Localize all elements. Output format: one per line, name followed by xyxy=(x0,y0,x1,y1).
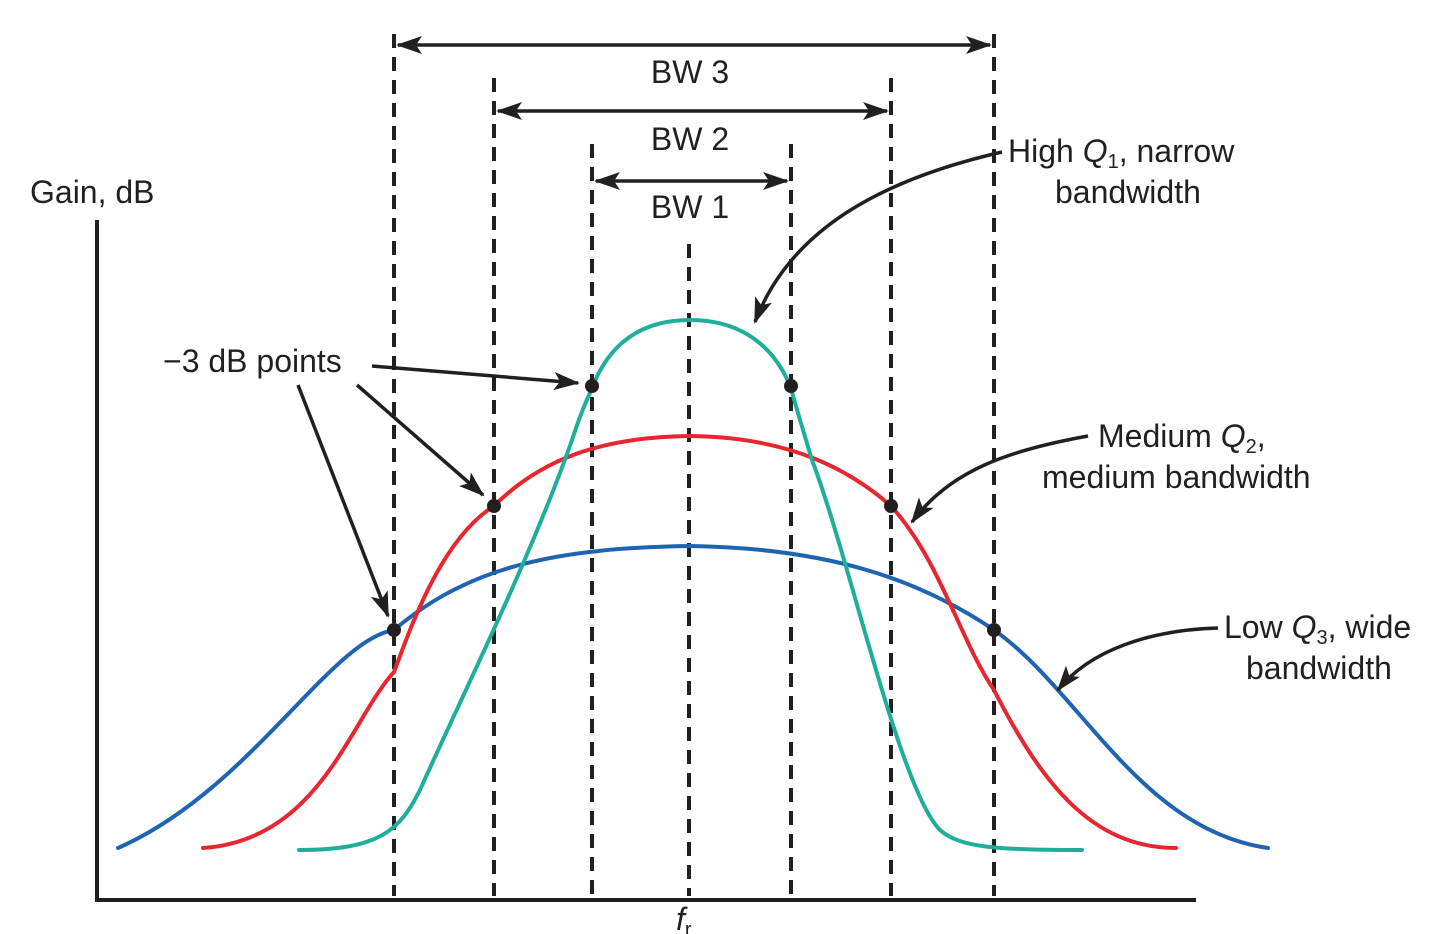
high-q-callout-arrow xyxy=(753,150,1003,324)
high-q-label-line1: High Q1, narrow xyxy=(1008,133,1235,173)
medium-q-right-3db-point xyxy=(884,499,898,513)
high-q-label-line2: bandwidth xyxy=(1055,174,1201,210)
minus3db-leader-to-high xyxy=(371,364,580,390)
x-axis-label: fr xyxy=(676,901,692,934)
low-q-curve xyxy=(116,543,1270,850)
bw1-label: BW 1 xyxy=(651,189,729,225)
medium-q-label-line1: Medium Q2, xyxy=(1098,418,1266,458)
medium-q-label-line2: medium bandwidth xyxy=(1042,459,1311,495)
minus3db-leader-to-low xyxy=(296,384,390,618)
low-q-callout-arrow xyxy=(1056,626,1219,692)
low-q-label-line2: bandwidth xyxy=(1246,650,1392,686)
low-q-label-line1: Low Q3, wide xyxy=(1224,609,1411,649)
minus3db-leader-to-medium xyxy=(355,383,485,497)
y-axis-label: Gain, dB xyxy=(30,174,155,210)
medium-q-callout-arrow xyxy=(910,434,1089,524)
high-q-left-3db-point xyxy=(585,379,599,393)
medium-q-curve xyxy=(201,433,1178,850)
minus3db-points-label: −3 dB points xyxy=(163,343,342,379)
high-q-curve xyxy=(297,317,1084,852)
bw3-label: BW 3 xyxy=(651,54,729,90)
low-q-right-3db-point xyxy=(987,623,1001,637)
high-q-right-3db-point xyxy=(784,379,798,393)
bw2-label: BW 2 xyxy=(651,121,729,157)
low-q-left-3db-point xyxy=(387,623,401,637)
medium-q-left-3db-point xyxy=(487,499,501,513)
